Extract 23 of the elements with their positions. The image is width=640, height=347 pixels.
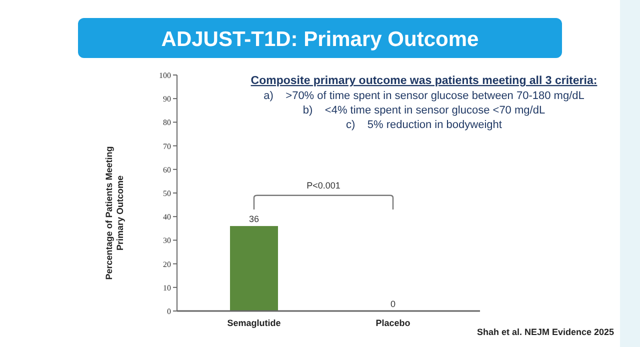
x-tick-label: Semaglutide bbox=[227, 318, 281, 328]
data-label: 0 bbox=[390, 299, 396, 309]
y-tick-label: 90 bbox=[163, 94, 171, 104]
x-tick-label: Placebo bbox=[376, 318, 411, 328]
annotation: Composite primary outcome was patients meeting all 3 criteria: bbox=[250, 75, 598, 87]
annotation: a) >70% of time spent in sensor glucose between 70-180 mg/dL bbox=[264, 90, 584, 102]
y-tick-label: 20 bbox=[163, 260, 171, 269]
y-tick-label: 100 bbox=[159, 71, 171, 80]
annotation: b) <4% time spent in sensor glucose <70 mg/dL bbox=[302, 104, 546, 116]
annotation: c) 5% reduction in bodyweight bbox=[346, 119, 502, 131]
y-tick-label: 80 bbox=[163, 118, 171, 128]
y-tick-label: 60 bbox=[163, 165, 171, 174]
data-label: 36 bbox=[248, 214, 260, 224]
y-axis-title: Percentage of Patients Meeting Primary Outcome bbox=[104, 146, 125, 280]
y-tick-label: 70 bbox=[163, 142, 171, 151]
y-tick-label: 0 bbox=[167, 307, 171, 316]
y-tick-label: 30 bbox=[163, 236, 171, 246]
chart-title: ADJUST-T1D: Primary Outcome bbox=[161, 28, 479, 51]
text: Shah et al. NEJM Evidence 2025 bbox=[476, 327, 614, 337]
y-tick-label: 50 bbox=[163, 189, 171, 198]
annotation: P<0.001 bbox=[306, 180, 340, 190]
y-tick-label: 40 bbox=[163, 212, 171, 222]
y-tick-label: 10 bbox=[163, 283, 171, 292]
